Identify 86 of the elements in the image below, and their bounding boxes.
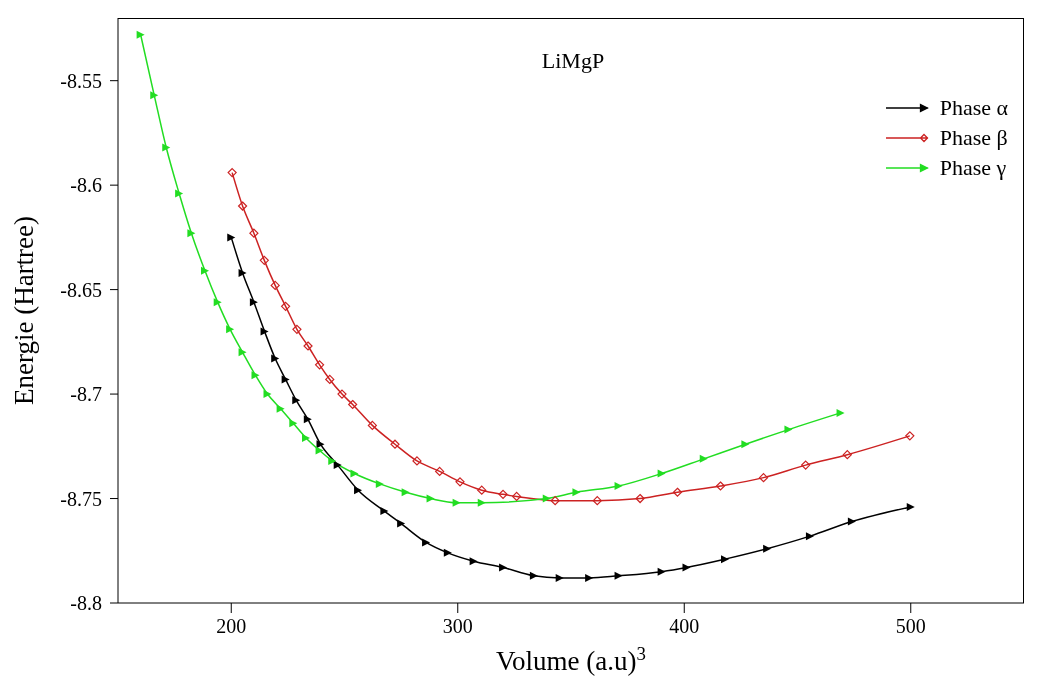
point [585, 573, 594, 582]
point [367, 420, 377, 431]
point [426, 494, 435, 503]
point [292, 324, 302, 334]
point [328, 456, 337, 465]
point [477, 485, 487, 495]
point [314, 360, 325, 370]
point [354, 486, 363, 495]
point [542, 494, 551, 503]
point [175, 189, 184, 198]
point [435, 466, 445, 476]
y-tick-label: -8.75 [60, 487, 102, 510]
point [758, 473, 769, 483]
point [572, 488, 581, 497]
point [259, 255, 269, 265]
point [455, 477, 465, 487]
point [784, 425, 793, 434]
point [187, 229, 196, 238]
point [657, 469, 666, 478]
y-tick-label: -8.65 [60, 278, 102, 301]
y-tick-label: -8.6 [70, 174, 102, 197]
x-tick-label: 500 [895, 615, 926, 638]
x-tick-label: 400 [669, 615, 700, 638]
legend-label: Phase α [939, 95, 1008, 121]
point [162, 143, 171, 152]
point [333, 461, 342, 470]
point [348, 399, 358, 410]
point [237, 201, 248, 211]
point [847, 517, 856, 526]
point [271, 354, 280, 363]
point [721, 555, 730, 564]
x-axis-title: Volume (a.u)$^{3}$ [496, 642, 646, 676]
point [512, 491, 522, 502]
point [550, 496, 560, 506]
point [842, 450, 852, 460]
point [592, 496, 602, 506]
point [303, 415, 312, 424]
point [715, 481, 726, 491]
y-tick-label: -8.7 [70, 383, 102, 406]
legend-label: Phase γ [939, 155, 1007, 181]
point [281, 301, 291, 311]
point [227, 233, 236, 242]
point [422, 538, 431, 547]
x-tick-label: 300 [442, 615, 473, 638]
point [397, 519, 406, 528]
point [529, 571, 538, 580]
point [227, 168, 237, 178]
point [249, 228, 259, 238]
point [350, 469, 359, 478]
point [150, 91, 159, 100]
point [337, 389, 347, 399]
point [249, 298, 258, 307]
point [905, 431, 915, 441]
text: LiMgP [541, 48, 605, 73]
point [412, 456, 422, 466]
point [614, 482, 623, 490]
point [316, 440, 325, 449]
point [289, 419, 298, 428]
y-tick-label: -8.55 [60, 69, 102, 92]
point [499, 563, 508, 572]
point [226, 325, 235, 334]
point [390, 439, 400, 449]
point [763, 544, 772, 553]
point [325, 374, 335, 385]
point [303, 341, 313, 351]
y-axis-title: Energie (Hartree) [8, 215, 39, 406]
point [801, 460, 811, 470]
point [805, 532, 814, 541]
point [635, 493, 645, 504]
point [555, 573, 564, 582]
point [200, 266, 209, 275]
legend-label: Phase β [939, 125, 1008, 151]
point [251, 371, 260, 380]
point [375, 479, 384, 488]
point [380, 507, 389, 516]
point [292, 396, 301, 405]
point [270, 280, 280, 291]
point [302, 433, 310, 442]
point [741, 440, 750, 449]
x-tick-label: 200 [216, 615, 247, 638]
point [315, 446, 324, 455]
point [263, 390, 272, 399]
point [672, 487, 683, 497]
y-tick-label: -8.8 [70, 592, 102, 615]
point [498, 489, 508, 499]
point [906, 502, 915, 511]
